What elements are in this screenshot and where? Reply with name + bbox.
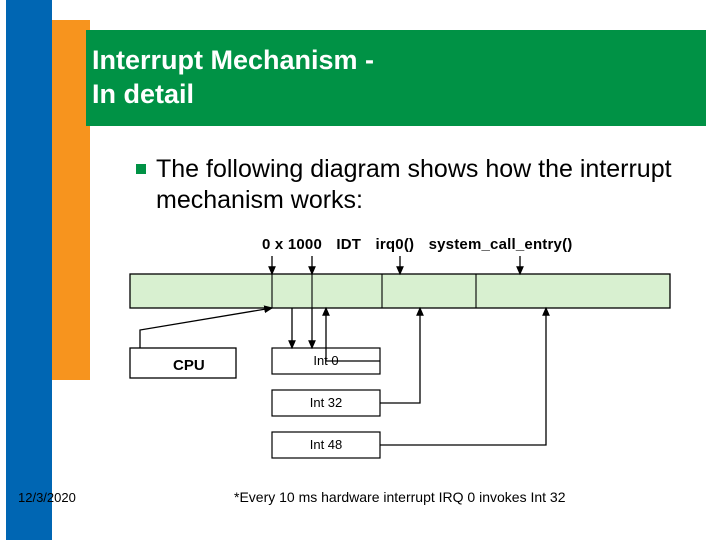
blue-stripe	[6, 0, 52, 540]
int48-label: Int 48	[286, 437, 366, 452]
label-idt: IDT	[336, 236, 361, 253]
slide-title: Interrupt Mechanism - In detail	[92, 44, 374, 112]
label-irq: irq0()	[376, 236, 415, 253]
title-line1: Interrupt Mechanism -	[92, 45, 374, 75]
bullet-icon	[136, 164, 146, 174]
top-labels: 0 x 1000 IDT irq0() system_call_entry()	[262, 236, 582, 253]
date-text: 12/3/2020	[18, 490, 76, 505]
footnote: *Every 10 ms hardware interrupt IRQ 0 in…	[234, 489, 565, 505]
label-addr: 0 x 1000	[262, 236, 322, 253]
body-text: The following diagram shows how the inte…	[136, 154, 696, 215]
title-banner: Interrupt Mechanism - In detail	[86, 30, 706, 126]
bullet-paragraph: The following diagram shows how the inte…	[156, 154, 696, 215]
int32-label: Int 32	[286, 395, 366, 410]
title-line2: In detail	[92, 79, 194, 109]
label-syscall: system_call_entry()	[429, 236, 573, 253]
int0-label: Int 0	[286, 353, 366, 368]
orange-stripe	[52, 20, 90, 380]
cpu-label: CPU	[173, 357, 205, 374]
